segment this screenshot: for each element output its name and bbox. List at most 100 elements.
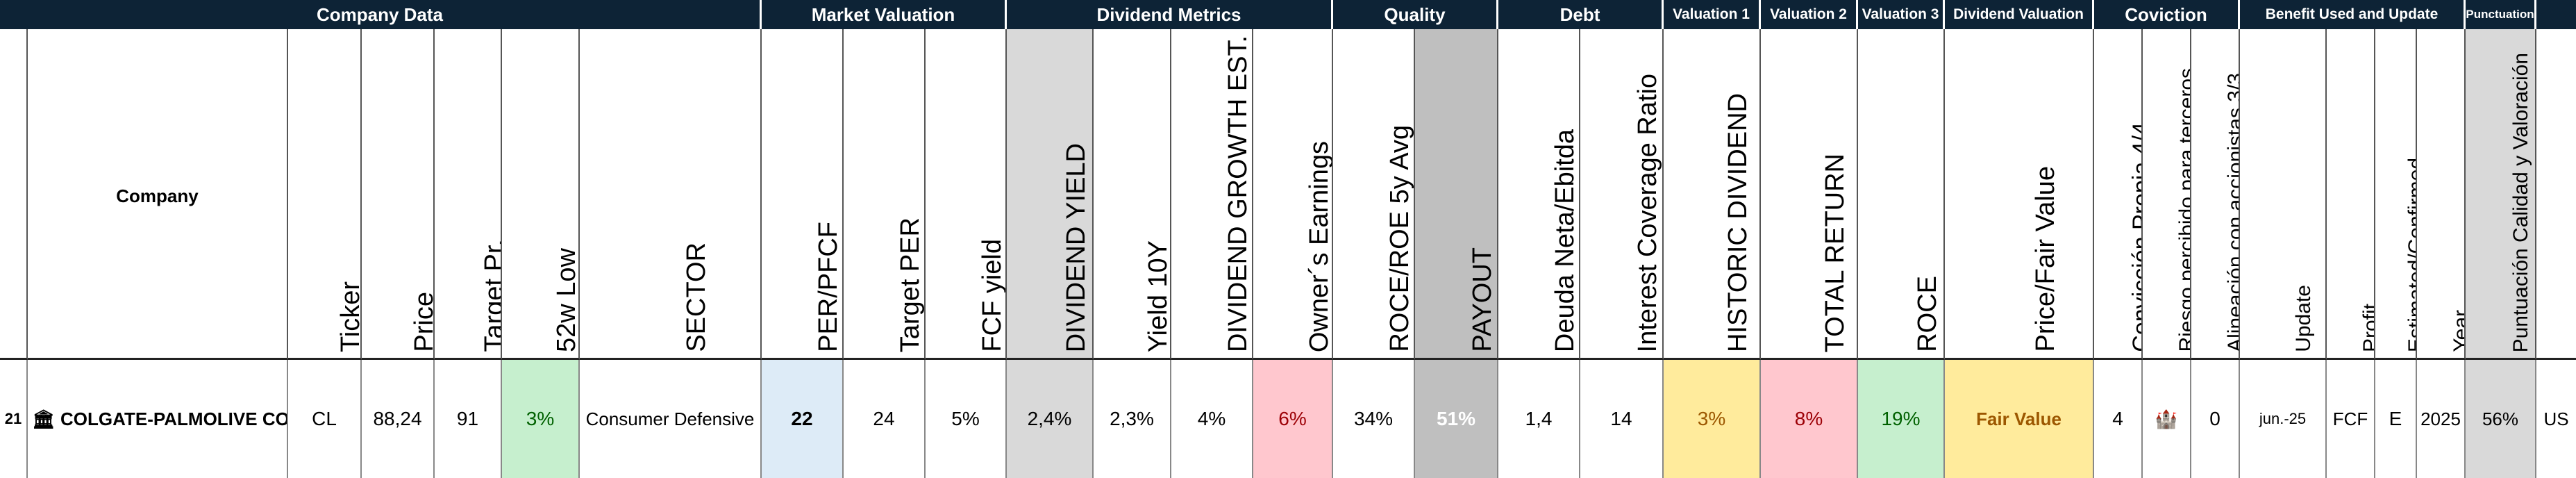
ticker-cell[interactable]: CL — [288, 360, 362, 478]
header-52w-low[interactable]: 52w Low — [502, 29, 580, 360]
puntuacion-cell[interactable]: 56% — [2466, 360, 2536, 478]
payout-cell[interactable]: 51% — [1415, 360, 1498, 478]
roce-cell[interactable]: 19% — [1858, 360, 1945, 478]
header-interest-coverage[interactable]: Interest Coverage Ratio — [1580, 29, 1664, 360]
group-valuation-2[interactable]: Valuation 2 — [1761, 0, 1858, 29]
header-price-label: Price — [409, 292, 435, 352]
roce-roe-cell[interactable]: 34% — [1333, 360, 1415, 478]
company-name: COLGATE-PALMOLIVE COMPA — [60, 408, 288, 429]
yield-10y-cell[interactable]: 2,3% — [1094, 360, 1171, 478]
header-yield-10y[interactable]: Yield 10Y — [1094, 29, 1171, 360]
header-per-pfcf-label: PER/PFCF — [814, 222, 843, 352]
per-pfcf-cell[interactable]: 22 — [762, 360, 844, 478]
bank-icon: 🏛 — [32, 408, 56, 429]
group-blank — [2536, 0, 2576, 29]
group-benefit[interactable]: Benefit Used and Update — [2240, 0, 2466, 29]
historic-dividend-cell[interactable]: 3% — [1664, 360, 1761, 478]
header-target-price-label: Target Pr. — [479, 239, 502, 352]
header-owners-earnings-label: Owner´s Earnings — [1304, 140, 1333, 352]
header-price-fair-value-label: Price/Fair Value — [2030, 166, 2060, 352]
year-cell[interactable]: 2025 — [2417, 360, 2466, 478]
group-quality[interactable]: Quality — [1333, 0, 1498, 29]
riesgo-cell[interactable]: 🏰 — [2143, 360, 2191, 478]
alineacion-cell[interactable]: 0 — [2191, 360, 2240, 478]
header-country[interactable] — [2536, 29, 2576, 360]
header-total-return-label: TOTAL RETURN — [1821, 153, 1850, 352]
group-punctuation[interactable]: Punctuation — [2466, 0, 2536, 29]
header-price[interactable]: Price — [362, 29, 435, 360]
header-target-price[interactable]: Target Pr. — [435, 29, 502, 360]
dividend-growth-cell[interactable]: 4% — [1171, 360, 1253, 478]
row-number[interactable]: 21 — [0, 360, 28, 478]
fcf-yield-cell[interactable]: 5% — [926, 360, 1007, 478]
header-sector[interactable]: SECTOR — [580, 29, 762, 360]
total-return-cell[interactable]: 8% — [1761, 360, 1858, 478]
header-riesgo-label: Riesgo percibido para terceros — [2175, 68, 2191, 352]
header-company[interactable]: Company — [28, 29, 288, 360]
header-interest-coverage-label: Interest Coverage Ratio — [1633, 73, 1662, 352]
header-puntuacion[interactable]: Puntuación Calidad y Valoración — [2466, 29, 2536, 360]
castle-icon: 🏰 — [2155, 408, 2178, 429]
header-profit[interactable]: Profit — [2327, 29, 2375, 360]
low-52w-cell[interactable]: 3% — [502, 360, 580, 478]
header-dividend-growth[interactable]: DIVIDEND GROWTH EST. — [1171, 29, 1253, 360]
header-sector-label: SECTOR — [682, 242, 711, 352]
header-owners-earnings[interactable]: Owner´s Earnings — [1253, 29, 1333, 360]
country-cell[interactable]: US — [2543, 408, 2569, 429]
company-cell[interactable]: 🏛 COLGATE-PALMOLIVE COMPA — [28, 360, 288, 478]
price-cell[interactable]: 88,24 — [362, 360, 435, 478]
header-row-number[interactable] — [0, 29, 28, 360]
header-dividend-yield[interactable]: DIVIDEND YIELD — [1007, 29, 1094, 360]
header-year-label: Year — [2450, 310, 2466, 352]
group-conviction[interactable]: Coviction — [2094, 0, 2240, 29]
header-deuda-ebitda[interactable]: Deuda Neta/Ebitda — [1498, 29, 1580, 360]
header-ticker-label: Ticker — [336, 281, 362, 352]
group-company-data[interactable]: Company Data — [0, 0, 762, 29]
group-valuation-1[interactable]: Valuation 1 — [1664, 0, 1761, 29]
header-per-pfcf[interactable]: PER/PFCF — [762, 29, 844, 360]
header-update[interactable]: Update — [2240, 29, 2327, 360]
conviccion-propia-cell[interactable]: 4 — [2094, 360, 2143, 478]
header-estimated[interactable]: Estimated/Confirmed — [2375, 29, 2417, 360]
price-fair-value-cell[interactable]: Fair Value — [1945, 360, 2094, 478]
group-dividend-valuation[interactable]: Dividend Valuation — [1945, 0, 2094, 29]
header-roce[interactable]: ROCE — [1858, 29, 1945, 360]
header-price-fair-value[interactable]: Price/Fair Value — [1945, 29, 2094, 360]
target-per-cell[interactable]: 24 — [844, 360, 926, 478]
estimated-cell[interactable]: E — [2375, 360, 2417, 478]
header-historic-dividend-label: HISTORIC DIVIDEND — [1723, 92, 1753, 352]
header-alineacion[interactable]: Alineación con accionistas 3/3 — [2191, 29, 2240, 360]
update-cell[interactable]: jun.-25 — [2240, 360, 2327, 478]
header-roce-roe-label: ROCE/ROE 5y Avg — [1385, 125, 1414, 352]
header-conviccion-propia-label: Convicción Propia 4/4 — [2128, 122, 2143, 352]
header-historic-dividend[interactable]: HISTORIC DIVIDEND — [1664, 29, 1761, 360]
header-target-per-label: Target PER — [896, 217, 925, 352]
header-fcf-yield[interactable]: FCF yield — [926, 29, 1007, 360]
header-payout-label: PAYOUT — [1468, 247, 1497, 352]
header-total-return[interactable]: TOTAL RETURN — [1761, 29, 1858, 360]
header-dividend-yield-label: DIVIDEND YIELD — [1061, 142, 1091, 352]
header-52w-low-label: 52w Low — [552, 248, 580, 352]
header-year[interactable]: Year — [2417, 29, 2466, 360]
interest-coverage-cell[interactable]: 14 — [1580, 360, 1664, 478]
header-ticker[interactable]: Ticker — [288, 29, 362, 360]
group-market-valuation[interactable]: Market Valuation — [762, 0, 1007, 29]
header-target-per[interactable]: Target PER — [844, 29, 926, 360]
header-roce-roe[interactable]: ROCE/ROE 5y Avg — [1333, 29, 1415, 360]
group-debt[interactable]: Debt — [1498, 0, 1664, 29]
header-fcf-yield-label: FCF yield — [977, 239, 1007, 352]
header-conviccion-propia[interactable]: Convicción Propia 4/4 — [2094, 29, 2143, 360]
dividend-yield-cell[interactable]: 2,4% — [1007, 360, 1094, 478]
sector-cell[interactable]: Consumer Defensive — [580, 360, 762, 478]
target-price-cell[interactable]: 91 — [435, 360, 502, 478]
header-update-label: Update — [2291, 285, 2315, 352]
header-deuda-ebitda-label: Deuda Neta/Ebitda — [1550, 129, 1580, 352]
header-payout[interactable]: PAYOUT — [1415, 29, 1498, 360]
header-riesgo[interactable]: Riesgo percibido para terceros — [2143, 29, 2191, 360]
deuda-ebitda-cell[interactable]: 1,4 — [1498, 360, 1580, 478]
owners-earnings-cell[interactable]: 6% — [1253, 360, 1333, 478]
profit-cell[interactable]: FCF — [2327, 360, 2375, 478]
group-dividend-metrics[interactable]: Dividend Metrics — [1007, 0, 1333, 29]
group-valuation-3[interactable]: Valuation 3 — [1858, 0, 1945, 29]
header-roce-label: ROCE — [1912, 276, 1942, 352]
